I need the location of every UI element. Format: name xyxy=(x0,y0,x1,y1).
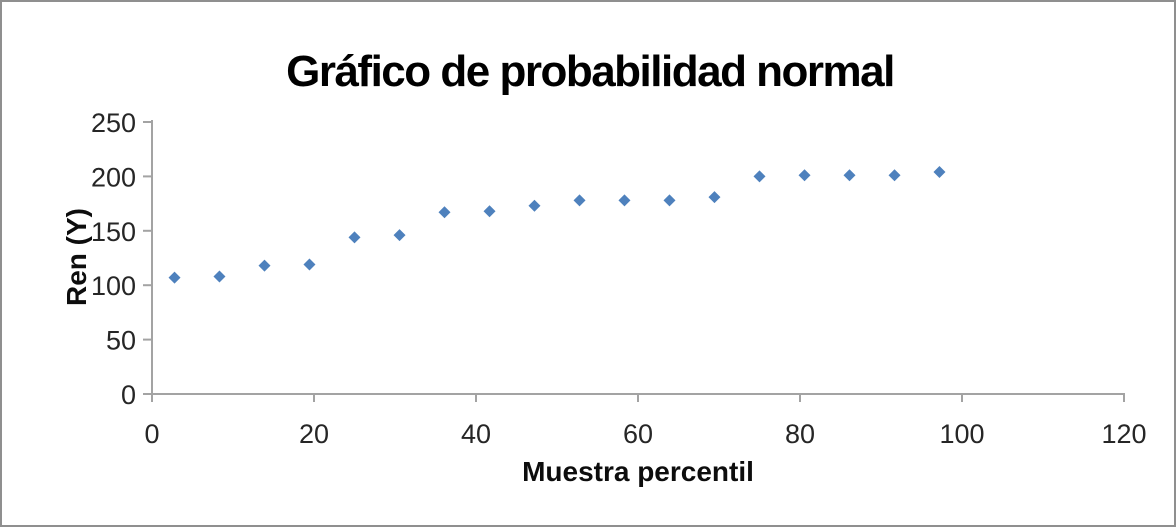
y-axis-title: Ren (Y) xyxy=(61,208,92,306)
data-point-diamond xyxy=(573,194,586,207)
data-point-diamond xyxy=(483,205,496,218)
data-point-diamond xyxy=(303,258,316,271)
data-point-diamond xyxy=(888,169,901,182)
data-point-diamond xyxy=(933,166,946,179)
data-point-diamond xyxy=(213,270,226,283)
x-tick-label: 0 xyxy=(144,419,159,449)
data-points-group xyxy=(168,166,946,284)
chart-title: Gráfico de probabilidad normal xyxy=(286,47,894,96)
data-point-diamond xyxy=(438,206,451,219)
data-point-diamond xyxy=(843,169,856,182)
data-point-diamond xyxy=(348,231,361,244)
y-tick-label: 150 xyxy=(91,217,136,247)
data-point-diamond xyxy=(618,194,631,207)
x-tick-label: 80 xyxy=(785,419,815,449)
x-tick-label: 100 xyxy=(939,419,984,449)
tick-marks-group xyxy=(143,121,1125,402)
data-point-diamond xyxy=(528,199,541,212)
y-tick-label: 0 xyxy=(121,380,136,410)
y-tick-label: 50 xyxy=(106,326,136,356)
y-tick-label: 200 xyxy=(91,162,136,192)
data-point-diamond xyxy=(393,229,406,242)
data-point-diamond xyxy=(663,194,676,207)
data-point-diamond xyxy=(708,191,721,204)
data-point-diamond xyxy=(753,170,766,183)
tick-labels-group: 0 20 40 60 80 100 120 0 50 100 150 200 250 xyxy=(91,108,1147,449)
x-tick-label: 20 xyxy=(299,419,329,449)
x-tick-label: 120 xyxy=(1101,419,1146,449)
x-axis-title: Muestra percentil xyxy=(522,456,754,487)
x-tick-label: 60 xyxy=(623,419,653,449)
data-point-diamond xyxy=(798,169,811,182)
y-tick-label: 250 xyxy=(91,108,136,138)
data-point-diamond xyxy=(258,259,271,272)
axes-group xyxy=(151,120,1125,395)
data-point-diamond xyxy=(168,271,181,284)
y-tick-label: 100 xyxy=(91,271,136,301)
x-tick-label: 40 xyxy=(461,419,491,449)
